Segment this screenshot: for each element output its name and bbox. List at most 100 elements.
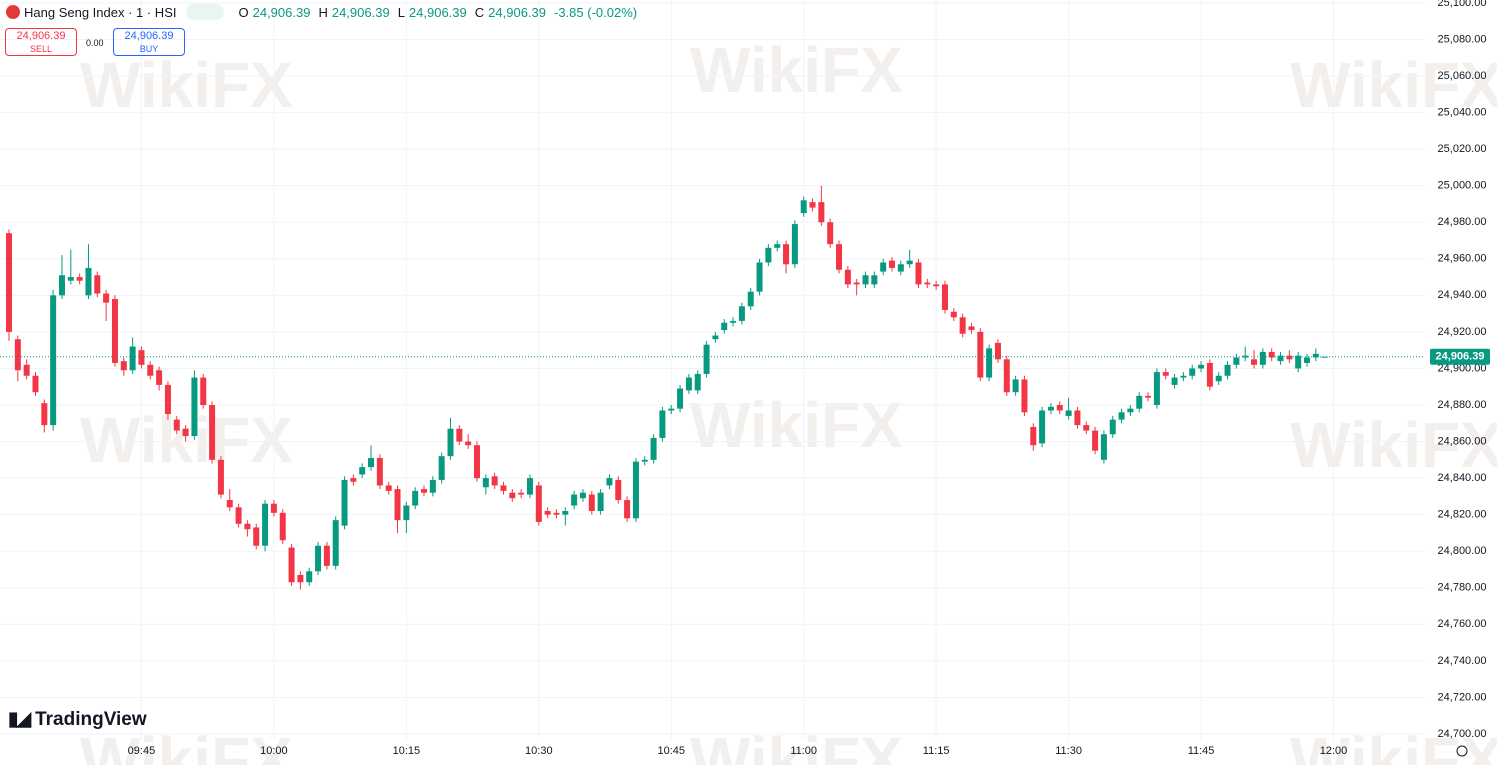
candle-body [429, 479, 436, 493]
candle-body [694, 373, 701, 391]
candle-body [588, 494, 595, 512]
candle-body [1047, 406, 1054, 411]
candle-body [111, 298, 118, 363]
ohlc-key: H [318, 4, 328, 20]
candle-body [1251, 359, 1258, 365]
watermark: WikiFX [690, 724, 903, 765]
candle-body [756, 262, 763, 292]
candle-body [403, 505, 410, 521]
candle-body [359, 467, 366, 475]
logo-text: TradingView [35, 709, 147, 730]
symbol-title: Hang Seng Index · 1 · HSI [24, 4, 177, 20]
candle-body [1118, 412, 1125, 420]
candle-body [164, 384, 171, 415]
candle-body [14, 339, 21, 371]
spread: 0.00 [86, 38, 104, 48]
sell-button[interactable]: 24,906.39 SELL [5, 28, 77, 56]
x-tick-label: 11:00 [790, 745, 817, 757]
x-tick-label: 12:00 [1320, 745, 1348, 757]
ohlc-value: 24,906.39 [331, 4, 390, 20]
y-tick-label: 24,920.00 [1438, 326, 1487, 338]
x-tick-label: 10:45 [657, 745, 685, 757]
y-tick-label: 25,100.00 [1438, 0, 1487, 9]
candle-body [906, 260, 913, 265]
candle-body [526, 478, 533, 495]
y-tick-label: 25,060.00 [1438, 70, 1487, 82]
candle-body [350, 478, 357, 482]
legend-header: Hang Seng Index · 1 · HSI O 24,906.39 H 24… [6, 4, 637, 20]
candle-body [482, 478, 489, 488]
y-tick-label: 24,840.00 [1438, 472, 1487, 484]
candle-body [103, 293, 110, 303]
candle-body [518, 492, 525, 495]
logo[interactable]: ▮◢ TradingView [8, 709, 147, 730]
status-pill [186, 4, 225, 20]
candle-body [1206, 362, 1213, 387]
watermark: WikiFX [690, 389, 903, 461]
candle-body [1092, 430, 1099, 451]
candle-body [1259, 351, 1266, 365]
x-tick-label: 10:15 [393, 745, 421, 757]
buy-label: BUY [139, 44, 159, 54]
candle-body [703, 344, 710, 374]
y-tick-label: 24,980.00 [1438, 216, 1487, 228]
candle-body [315, 545, 322, 572]
y-tick-label: 24,740.00 [1438, 655, 1487, 667]
candle-body [191, 377, 198, 437]
candle-body [41, 403, 48, 426]
candle-body [800, 200, 807, 214]
candle-body [836, 244, 843, 270]
watermark: WikiFX [1290, 49, 1497, 121]
y-tick-label: 24,900.00 [1438, 362, 1487, 374]
x-tick-label: 10:00 [260, 745, 288, 757]
ohlc-value: 24,906.39 [252, 4, 311, 20]
candle-body [385, 485, 392, 491]
candle-body [1180, 375, 1187, 378]
ohlc-key: O [238, 4, 249, 20]
candle-body [1074, 410, 1081, 426]
candle-body [535, 485, 542, 522]
y-tick-label: 24,820.00 [1438, 509, 1487, 521]
candle-body [58, 275, 65, 296]
candle-body [571, 494, 578, 506]
candle-body [827, 222, 834, 245]
candle-body [306, 571, 313, 583]
x-tick-label: 11:15 [923, 745, 950, 757]
candle-body [465, 441, 472, 446]
watermark: WikiFX [1290, 409, 1497, 481]
y-tick-label: 25,000.00 [1438, 180, 1487, 192]
candle-body [871, 275, 878, 285]
candle-body [1189, 368, 1196, 376]
candle-body [6, 233, 12, 332]
candle-body [253, 527, 260, 546]
candle-body [156, 370, 163, 385]
sell-label: SELL [29, 44, 53, 54]
candle-body [288, 547, 295, 583]
candle-body [924, 282, 931, 285]
ohlc-value: 24,906.39 [488, 4, 546, 20]
candle-body [200, 377, 207, 405]
candle-body [641, 459, 648, 462]
candle-body [1277, 355, 1284, 362]
candle-body [173, 419, 180, 431]
candle-body [368, 457, 375, 468]
candle-body [880, 262, 887, 272]
candle-body [85, 267, 92, 296]
candle-body [270, 503, 277, 513]
candle-body [67, 277, 74, 281]
candle-body [341, 479, 348, 526]
candle-body [977, 331, 984, 378]
candle-body [1295, 355, 1302, 369]
candle-body [624, 500, 631, 519]
watermark: WikiFX [80, 49, 293, 121]
buy-button[interactable]: 24,906.39 BUY [113, 28, 185, 56]
candle-body [1198, 364, 1205, 369]
x-tick-label: 09:45 [128, 745, 156, 757]
candle-body [235, 507, 242, 524]
last-price-label: 24,906.39 [1436, 351, 1485, 363]
candle-body [791, 224, 798, 265]
candle-body [889, 260, 895, 268]
candle-body [897, 264, 904, 272]
candle-body [226, 500, 233, 508]
candle-body [120, 361, 127, 371]
